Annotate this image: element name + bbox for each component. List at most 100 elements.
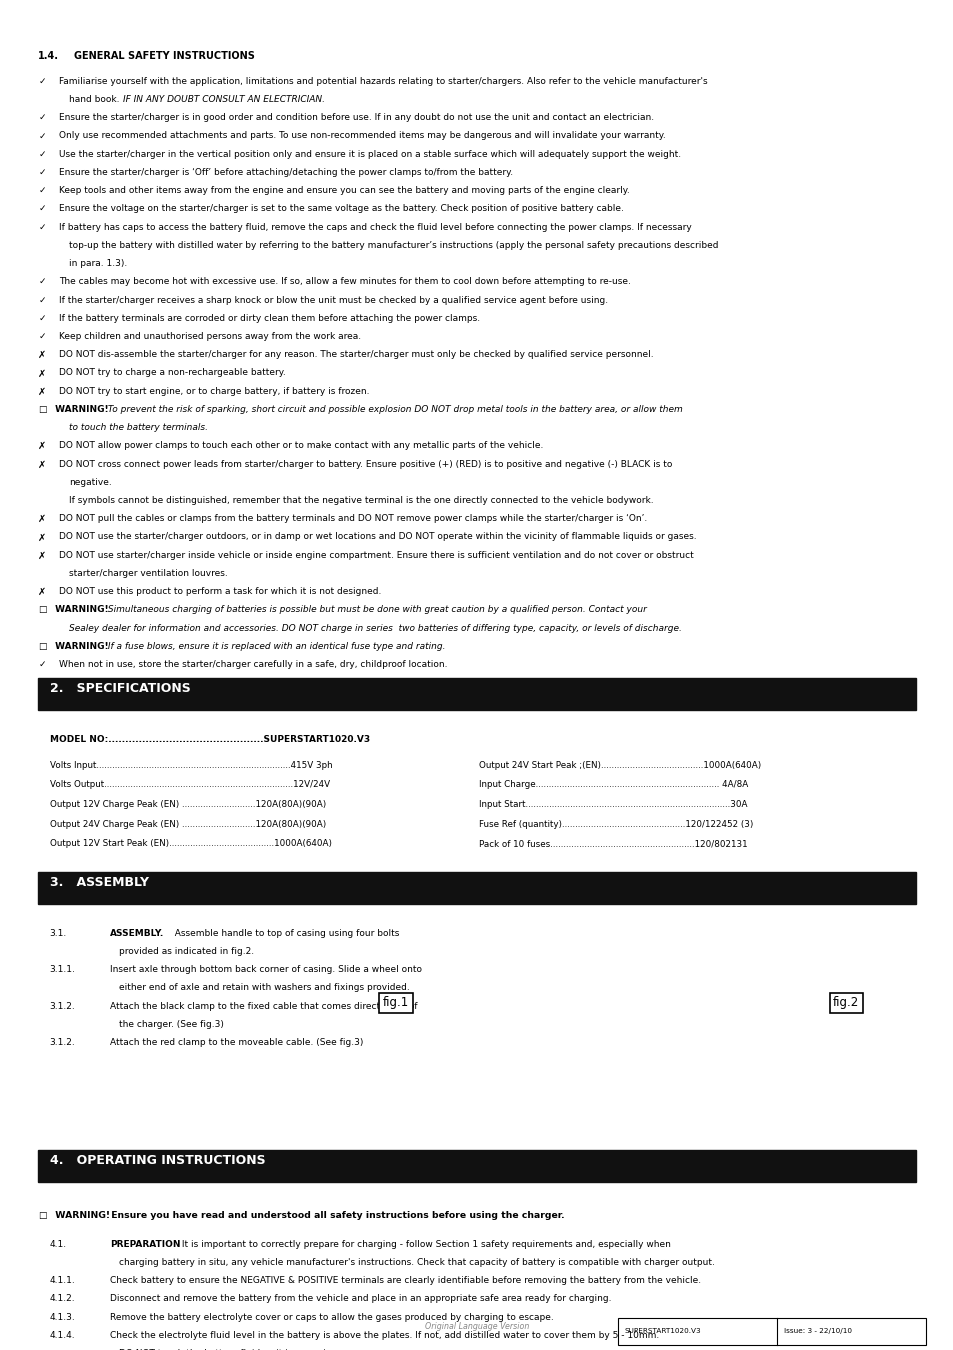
Text: Ensure the starter/charger is ‘Off’ before attaching/detaching the power clamps : Ensure the starter/charger is ‘Off’ befo… — [59, 167, 513, 177]
Text: 2.   SPECIFICATIONS: 2. SPECIFICATIONS — [50, 682, 191, 695]
Text: ✓: ✓ — [38, 223, 46, 232]
Text: Issue: 3 - 22/10/10: Issue: 3 - 22/10/10 — [782, 1328, 851, 1334]
Text: PREPARATION: PREPARATION — [110, 1239, 180, 1249]
Text: ✓: ✓ — [38, 77, 46, 86]
Text: Sealey dealer for information and accessories. DO NOT charge in series  two batt: Sealey dealer for information and access… — [69, 624, 680, 633]
Text: Volts Output....................................................................: Volts Output............................… — [50, 780, 330, 790]
Text: fig.1: fig.1 — [382, 996, 409, 1010]
Text: MODEL NO:..............................................SUPERSTART1020.V3: MODEL NO:...............................… — [50, 736, 370, 744]
Text: Pack of 10 fuses.......................................................120/80213: Pack of 10 fuses........................… — [478, 840, 747, 848]
Text: to touch the battery terminals.: to touch the battery terminals. — [69, 423, 208, 432]
Text: It is important to correctly prepare for charging - follow Section 1 safety requ: It is important to correctly prepare for… — [179, 1239, 671, 1249]
Text: ✗: ✗ — [38, 587, 47, 597]
Text: WARNING!: WARNING! — [52, 405, 109, 414]
Text: Attach the red clamp to the moveable cable. (See fig.3): Attach the red clamp to the moveable cab… — [110, 1038, 363, 1048]
Text: charging battery in situ, any vehicle manufacturer's instructions. Check that ca: charging battery in situ, any vehicle ma… — [119, 1258, 715, 1268]
Text: ✗: ✗ — [38, 459, 47, 470]
Text: Insert axle through bottom back corner of casing. Slide a wheel onto: Insert axle through bottom back corner o… — [110, 965, 421, 975]
Text: DO NOT allow power clamps to touch each other or to make contact with any metall: DO NOT allow power clamps to touch each … — [59, 441, 543, 451]
Text: ✓: ✓ — [38, 113, 46, 123]
Text: ✓: ✓ — [38, 313, 46, 323]
Text: Output 12V Charge Peak (EN) ............................120A(80A)(90A): Output 12V Charge Peak (EN) ............… — [50, 801, 326, 809]
Text: If a fuse blows, ensure it is replaced with an identical fuse type and rating.: If a fuse blows, ensure it is replaced w… — [105, 641, 445, 651]
Text: The cables may become hot with excessive use. If so, allow a few minutes for the: The cables may become hot with excessive… — [59, 277, 630, 286]
Text: starter/charger ventilation louvres.: starter/charger ventilation louvres. — [69, 568, 227, 578]
Text: 3.1.: 3.1. — [50, 929, 67, 938]
Text: □: □ — [38, 405, 47, 414]
Text: 4.1.4.: 4.1.4. — [50, 1331, 75, 1341]
Text: 3.   ASSEMBLY: 3. ASSEMBLY — [50, 876, 149, 888]
Bar — [38, 872, 915, 903]
Text: Input Start.....................................................................: Input Start.............................… — [478, 801, 746, 809]
Text: If the battery terminals are corroded or dirty clean them before attaching the p: If the battery terminals are corroded or… — [59, 313, 479, 323]
Text: hand book.: hand book. — [69, 95, 122, 104]
Text: ✓: ✓ — [38, 150, 46, 159]
Text: ✗: ✗ — [38, 514, 47, 524]
Text: Use the starter/charger in the vertical position only and ensure it is placed on: Use the starter/charger in the vertical … — [59, 150, 680, 159]
Text: provided as indicated in fig.2.: provided as indicated in fig.2. — [119, 946, 254, 956]
Text: ✓: ✓ — [38, 186, 46, 196]
Text: IF IN ANY DOUBT CONSULT AN ELECTRICIAN.: IF IN ANY DOUBT CONSULT AN ELECTRICIAN. — [123, 95, 325, 104]
Text: ✓: ✓ — [38, 332, 46, 342]
Text: 3.1.2.: 3.1.2. — [50, 1038, 75, 1048]
Text: WARNING!: WARNING! — [52, 1211, 111, 1219]
Bar — [38, 678, 915, 710]
Text: SUPERSTART1020.V3: SUPERSTART1020.V3 — [624, 1328, 700, 1334]
Text: GENERAL SAFETY INSTRUCTIONS: GENERAL SAFETY INSTRUCTIONS — [74, 51, 255, 61]
Text: 4.   OPERATING INSTRUCTIONS: 4. OPERATING INSTRUCTIONS — [50, 1154, 265, 1168]
Text: 3.1.2.: 3.1.2. — [50, 1002, 75, 1011]
Text: DO NOT use this product to perform a task for which it is not designed.: DO NOT use this product to perform a tas… — [59, 587, 381, 597]
Text: WARNING!: WARNING! — [52, 605, 109, 614]
Bar — [38, 1150, 915, 1181]
Text: Remove the battery electrolyte cover or caps to allow the gases produced by char: Remove the battery electrolyte cover or … — [110, 1312, 553, 1322]
Text: negative.: negative. — [69, 478, 112, 487]
Text: DO NOT use the starter/charger outdoors, or in damp or wet locations and DO NOT : DO NOT use the starter/charger outdoors,… — [59, 532, 696, 541]
Text: ✓: ✓ — [38, 277, 46, 286]
Text: DO NOT use starter/charger inside vehicle or inside engine compartment. Ensure t: DO NOT use starter/charger inside vehicl… — [59, 551, 693, 560]
Text: the charger. (See fig.3): the charger. (See fig.3) — [119, 1019, 224, 1029]
Text: If battery has caps to access the battery fluid, remove the caps and check the f: If battery has caps to access the batter… — [59, 223, 691, 232]
Text: ✗: ✗ — [38, 532, 47, 543]
Text: ✗: ✗ — [38, 386, 47, 397]
Text: Output 24V Charge Peak (EN) ............................120A(80A)(90A): Output 24V Charge Peak (EN) ............… — [50, 819, 326, 829]
Text: □: □ — [38, 605, 47, 614]
Text: Original Language Version: Original Language Version — [424, 1322, 529, 1331]
Text: ✗: ✗ — [38, 350, 47, 360]
Text: Simultaneous charging of batteries is possible but must be done with great cauti: Simultaneous charging of batteries is po… — [105, 605, 646, 614]
Text: Ensure you have read and understood all safety instructions before using the cha: Ensure you have read and understood all … — [108, 1211, 564, 1219]
Bar — [618, 1318, 925, 1345]
Text: DO NOT pull the cables or clamps from the battery terminals and DO NOT remove po: DO NOT pull the cables or clamps from th… — [59, 514, 647, 524]
Text: Disconnect and remove the battery from the vehicle and place in an appropriate s: Disconnect and remove the battery from t… — [110, 1295, 611, 1304]
Text: Attach the black clamp to the fixed cable that comes directly out of: Attach the black clamp to the fixed cabl… — [110, 1002, 416, 1011]
Text: ✗: ✗ — [38, 551, 47, 560]
Text: ✓: ✓ — [38, 296, 46, 305]
Text: □: □ — [38, 641, 47, 651]
Text: Only use recommended attachments and parts. To use non-recommended items may be : Only use recommended attachments and par… — [59, 131, 665, 140]
Text: ✗: ✗ — [38, 441, 47, 451]
Text: 4.1.1.: 4.1.1. — [50, 1276, 75, 1285]
Text: WARNING!: WARNING! — [52, 641, 109, 651]
Text: Volts Input.....................................................................: Volts Input.............................… — [50, 760, 332, 770]
Text: ✓: ✓ — [38, 167, 46, 177]
Text: DO NOT try to start engine, or to charge battery, if battery is frozen.: DO NOT try to start engine, or to charge… — [59, 386, 369, 396]
Text: ✗: ✗ — [38, 369, 47, 378]
Text: fig.2: fig.2 — [832, 996, 859, 1010]
Text: DO NOT dis-assemble the starter/charger for any reason. The starter/charger must: DO NOT dis-assemble the starter/charger … — [59, 350, 653, 359]
Text: Familiarise yourself with the application, limitations and potential hazards rel: Familiarise yourself with the applicatio… — [59, 77, 707, 86]
Text: top-up the battery with distilled water by referring to the battery manufacturer: top-up the battery with distilled water … — [69, 240, 718, 250]
Text: Ensure the starter/charger is in good order and condition before use. If in any : Ensure the starter/charger is in good or… — [59, 113, 654, 123]
Text: DO NOT try to charge a non-rechargeable battery.: DO NOT try to charge a non-rechargeable … — [59, 369, 286, 378]
Text: If symbols cannot be distinguished, remember that the negative terminal is the o: If symbols cannot be distinguished, reme… — [69, 495, 653, 505]
Text: Fuse Ref (quantity)...............................................120/122452 (3): Fuse Ref (quantity).....................… — [478, 819, 753, 829]
Text: Input Charge....................................................................: Input Charge............................… — [478, 780, 747, 790]
Text: 1.4.: 1.4. — [38, 51, 59, 61]
Text: Output 12V Start Peak (EN)........................................1000A(640A): Output 12V Start Peak (EN)..............… — [50, 840, 332, 848]
Text: either end of axle and retain with washers and fixings provided.: either end of axle and retain with washe… — [119, 983, 410, 992]
Text: Keep children and unauthorised persons away from the work area.: Keep children and unauthorised persons a… — [59, 332, 361, 342]
Text: When not in use, store the starter/charger carefully in a safe, dry, childproof : When not in use, store the starter/charg… — [59, 660, 447, 670]
Text: ✓: ✓ — [38, 131, 46, 140]
Text: in para. 1.3).: in para. 1.3). — [69, 259, 127, 269]
Text: Check battery to ensure the NEGATIVE & POSITIVE terminals are clearly identifiab: Check battery to ensure the NEGATIVE & P… — [110, 1276, 700, 1285]
Text: Check the electrolyte fluid level in the battery is above the plates. If not, ad: Check the electrolyte fluid level in the… — [110, 1331, 659, 1341]
Text: Keep tools and other items away from the engine and ensure you can see the batte: Keep tools and other items away from the… — [59, 186, 629, 196]
